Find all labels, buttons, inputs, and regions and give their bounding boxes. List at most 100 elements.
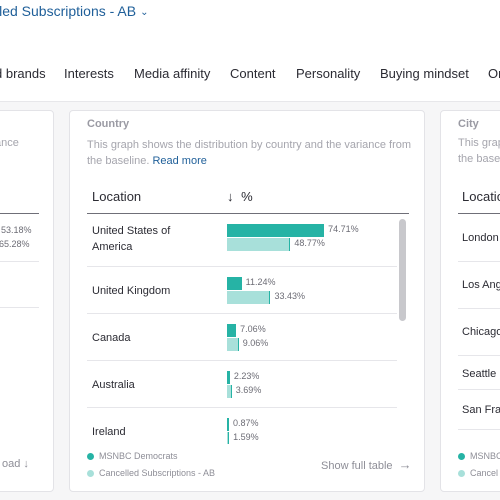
row-divider bbox=[458, 429, 500, 430]
bar-value-label: 0.87% bbox=[233, 418, 259, 428]
bar-value-label: 1.59% bbox=[233, 432, 259, 442]
table-row[interactable]: United States of America 74.71% 48.77% bbox=[87, 214, 397, 267]
legend-label: Cancelled Subscriptions - AB bbox=[99, 468, 216, 478]
category-tabs: d brands Interests Media affinity Conten… bbox=[0, 46, 500, 102]
city-row-label: Los Ange bbox=[462, 279, 500, 291]
bar-value-label: 74.71% bbox=[328, 224, 359, 234]
show-full-table-button[interactable]: Show full table → bbox=[321, 457, 412, 472]
city-header-rule bbox=[458, 213, 500, 214]
tab-content[interactable]: Content bbox=[230, 66, 276, 81]
legend-item-msnbc: MSNBC Democrats bbox=[87, 451, 178, 461]
row-divider bbox=[458, 389, 500, 390]
tab-buying-mindset[interactable]: Buying mindset bbox=[380, 66, 469, 81]
bar-cancelled-subscriptions bbox=[227, 238, 291, 251]
legend-dot bbox=[87, 470, 94, 477]
city-row-label: San Fran bbox=[462, 404, 500, 416]
top-bar: lled Subscriptions - AB ⌄ bbox=[0, 0, 500, 46]
country-card: Country This graph shows the distributio… bbox=[69, 110, 425, 492]
legend-dot bbox=[458, 453, 465, 460]
header-rule bbox=[87, 213, 409, 214]
audience-title: lled Subscriptions - AB bbox=[0, 3, 137, 19]
bar-value-label: 33.43% bbox=[274, 291, 305, 301]
legend-label: MSNBC bbox=[470, 451, 500, 461]
bar-cancelled-subscriptions bbox=[227, 291, 271, 304]
legend-dot bbox=[87, 453, 94, 460]
left-card-value-a: 53.18% bbox=[1, 225, 32, 235]
city-card-title: City bbox=[458, 118, 479, 130]
read-more-link[interactable]: Read more bbox=[152, 155, 207, 167]
show-full-table-label: Show full table bbox=[321, 460, 393, 472]
legend-dot bbox=[458, 470, 465, 477]
description-text: This graph shows the distribution by cou… bbox=[87, 139, 412, 167]
column-header-location: Location bbox=[92, 189, 142, 204]
bar-cancelled-subscriptions bbox=[227, 338, 239, 351]
bar-value-label: 11.24% bbox=[245, 277, 276, 287]
legend-label: Cancel bbox=[470, 468, 499, 478]
left-card: ance 53.18% 65.28% oad ↓ bbox=[0, 110, 54, 492]
chevron-down-icon: ⌄ bbox=[140, 7, 149, 18]
bar-value-label: 7.06% bbox=[240, 324, 266, 334]
row-location-label: United States of America bbox=[92, 225, 171, 253]
row-location-label: Australia bbox=[92, 378, 135, 391]
bar-msnbc-democrats bbox=[227, 224, 325, 237]
bar-marker bbox=[237, 338, 239, 351]
row-location-label: United Kingdom bbox=[92, 284, 171, 297]
row-divider bbox=[0, 261, 39, 262]
bar-cancelled-subscriptions bbox=[227, 385, 232, 398]
row-location-label: Ireland bbox=[92, 425, 126, 438]
row-divider bbox=[458, 261, 500, 262]
city-row-label: Seattle bbox=[462, 368, 497, 380]
city-column-header-location: Locatio bbox=[462, 189, 500, 204]
city-legend-item: MSNBC bbox=[458, 451, 500, 461]
legend-item-cancelled: Cancelled Subscriptions - AB bbox=[87, 468, 215, 478]
row-divider bbox=[458, 308, 500, 309]
column-header-percent[interactable]: ↓ % bbox=[227, 189, 253, 204]
bar-value-label: 3.69% bbox=[235, 385, 262, 395]
percent-header-label: % bbox=[241, 189, 253, 204]
tab-interests[interactable]: Interests bbox=[64, 66, 114, 81]
bar-value-label: 2.23% bbox=[233, 371, 260, 381]
table-row[interactable]: Australia 2.23% 3.69% bbox=[87, 361, 397, 408]
arrow-right-icon: → bbox=[398, 457, 412, 472]
bar-msnbc-democrats bbox=[227, 371, 230, 384]
row-location-label: Canada bbox=[92, 331, 131, 344]
table-row[interactable]: Canada 7.06% 9.06% bbox=[87, 314, 397, 361]
bar-marker bbox=[269, 291, 271, 304]
left-card-description: ance bbox=[0, 137, 19, 149]
city-desc-line1: This grap bbox=[458, 137, 500, 149]
country-table: United States of America 74.71% 48.77% Unit… bbox=[87, 214, 409, 444]
table-row[interactable]: United Kingdom 11.24% 33.43% bbox=[87, 267, 397, 314]
bar-marker bbox=[230, 385, 232, 398]
bar-marker bbox=[228, 432, 230, 444]
audience-selector[interactable]: lled Subscriptions - AB ⌄ bbox=[0, 3, 148, 19]
table-row[interactable]: Ireland 0.87% 1.59% bbox=[87, 408, 397, 444]
city-row-label: Chicago bbox=[462, 326, 500, 338]
card-title: Country bbox=[87, 118, 130, 130]
legend-label: MSNBC Democrats bbox=[99, 451, 178, 461]
bar-value-label: 9.06% bbox=[242, 338, 269, 348]
city-desc-line2: the base bbox=[458, 153, 500, 165]
tab-media-affinity[interactable]: Media affinity bbox=[134, 66, 211, 81]
arrow-down-icon: ↓ bbox=[23, 458, 29, 470]
scrollbar-thumb[interactable] bbox=[399, 219, 406, 321]
left-card-rule bbox=[0, 213, 39, 214]
bar-msnbc-democrats bbox=[227, 418, 229, 431]
bar-marker bbox=[289, 238, 291, 251]
city-row-label: London bbox=[462, 232, 499, 244]
bar-msnbc-democrats bbox=[227, 324, 237, 337]
city-legend-item: Cancel bbox=[458, 468, 498, 478]
download-label: oad bbox=[2, 458, 21, 470]
card-description: This graph shows the distribution by cou… bbox=[87, 137, 417, 169]
row-divider bbox=[458, 355, 500, 356]
tab-brands[interactable]: d brands bbox=[0, 66, 46, 81]
row-divider bbox=[0, 307, 39, 308]
left-card-value-b: 65.28% bbox=[0, 239, 30, 249]
tab-personality[interactable]: Personality bbox=[296, 66, 361, 81]
sort-arrow-down-icon: ↓ bbox=[227, 189, 234, 204]
download-button[interactable]: oad ↓ bbox=[2, 458, 29, 470]
bar-msnbc-democrats bbox=[227, 277, 242, 290]
bar-value-label: 48.77% bbox=[294, 238, 325, 248]
bar-cancelled-subscriptions bbox=[227, 432, 230, 444]
tab-more[interactable]: Or bbox=[488, 66, 500, 81]
city-card: City This grap the base Locatio London L… bbox=[440, 110, 500, 492]
